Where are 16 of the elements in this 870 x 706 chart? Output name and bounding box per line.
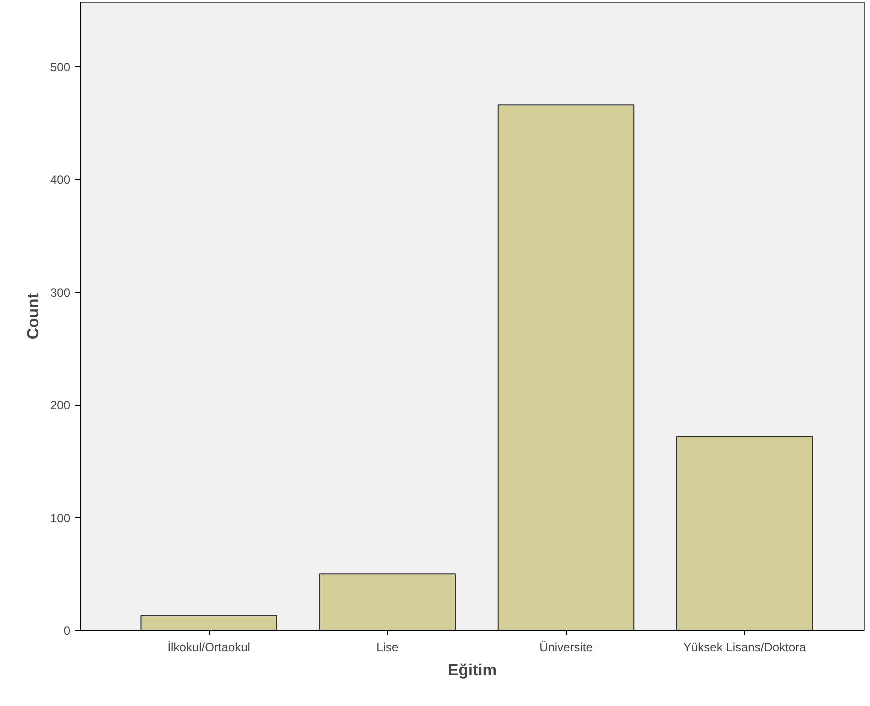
y-tick-label: 200	[50, 398, 71, 413]
x-tick-label: İlkokul/Ortaokul	[168, 640, 250, 654]
bar	[498, 104, 635, 630]
y-tick-label: 400	[50, 173, 71, 188]
x-tick-label: Üniversite	[540, 640, 594, 654]
y-tick-label: 300	[50, 286, 71, 300]
bar	[140, 615, 278, 630]
y-tick-label: 0	[64, 624, 71, 638]
x-axis-title: Eğitim	[448, 662, 497, 680]
y-tick-label: 100	[50, 511, 71, 526]
y-tick-label: 500	[50, 60, 71, 74]
bar	[676, 436, 814, 630]
y-axis-title: Count	[25, 292, 42, 340]
x-tick-label: Lise	[376, 640, 400, 654]
x-tick-label: Yüksek Lisans/Doktora	[683, 640, 807, 654]
bar	[319, 574, 456, 630]
